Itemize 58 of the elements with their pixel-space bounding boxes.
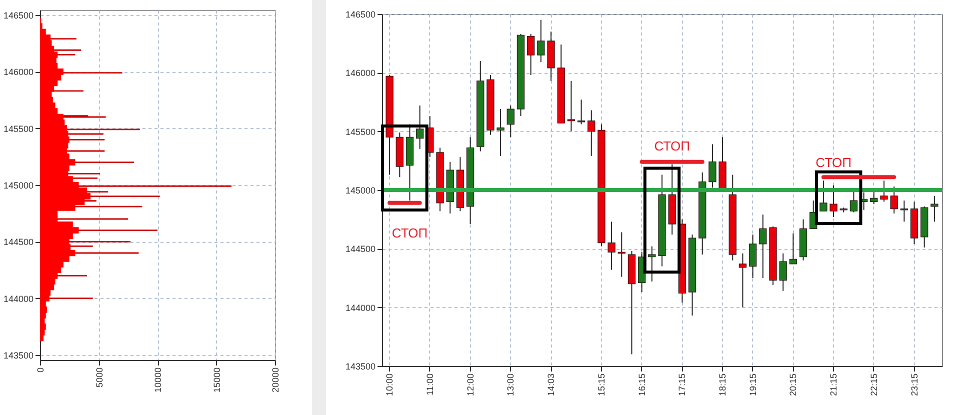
candlestick [648, 246, 656, 282]
y-tick-label: 143500 [345, 362, 376, 372]
candlestick [506, 105, 514, 138]
x-tick-label: 12:00 [465, 374, 476, 396]
candlestick [830, 184, 838, 218]
candlestick [820, 180, 828, 212]
x-tick-label: 22:15 [868, 374, 879, 396]
y-tick-label: 144500 [345, 244, 376, 254]
annotation: СТОП [816, 155, 852, 170]
candlestick [759, 214, 767, 278]
candlestick [708, 144, 716, 188]
candlestick [738, 252, 747, 308]
x-tick-label: 19:15 [748, 374, 758, 396]
candlestick [748, 234, 757, 278]
y-tick-label: 143500 [3, 350, 34, 360]
candlestick [789, 232, 798, 264]
x-tick-label: 21:15 [828, 374, 839, 396]
annotation: СТОП [392, 225, 428, 240]
y-tick-label: 145000 [345, 186, 376, 196]
x-tick-label: 0 [36, 368, 46, 373]
x-tick-label: 18:15 [718, 374, 728, 396]
x-tick-label: 14:03 [546, 374, 556, 396]
x-tick-label: 15:15 [596, 374, 606, 396]
x-tick-label: 20:15 [788, 374, 798, 396]
annotation: СТОП [654, 138, 690, 154]
y-tick-label: 146500 [345, 10, 376, 20]
candlestick [880, 180, 888, 202]
y-tick-label: 145500 [345, 126, 376, 137]
y-tick-label: 146500 [3, 10, 34, 20]
y-tick-label: 144500 [3, 237, 34, 248]
candlestick [537, 19, 545, 63]
x-tick-label: 16:15 [636, 374, 647, 396]
candlestick [526, 33, 535, 76]
y-tick-label: 146000 [3, 67, 34, 78]
x-tick-label: 13:00 [506, 374, 516, 396]
candlestick [416, 105, 424, 150]
candlestick [930, 195, 938, 222]
x-tick-label: 10000 [153, 368, 163, 393]
candlestick [608, 221, 616, 270]
y-tick-label: 144000 [345, 302, 376, 313]
y-tick-label: 146000 [345, 68, 376, 78]
y-tick-label: 145500 [3, 124, 34, 134]
x-tick-label: 10:00 [384, 374, 395, 396]
candlestick [890, 186, 898, 214]
candlestick [900, 200, 908, 222]
x-tick-label: 15000 [212, 368, 222, 393]
candlestick [496, 108, 504, 156]
x-tick-label: 20000 [270, 368, 280, 393]
x-tick-label: 23:15 [909, 374, 920, 396]
y-tick-label: 144000 [3, 294, 34, 304]
candlestick [577, 99, 586, 125]
x-tick-label: 17:15 [677, 374, 688, 396]
candlestick [850, 190, 858, 213]
candlestick [779, 252, 787, 292]
x-tick-label: 11:00 [424, 374, 435, 396]
candlestick [588, 110, 596, 156]
y-tick-label: 145000 [3, 180, 34, 190]
x-tick-label: 5000 [94, 368, 104, 388]
